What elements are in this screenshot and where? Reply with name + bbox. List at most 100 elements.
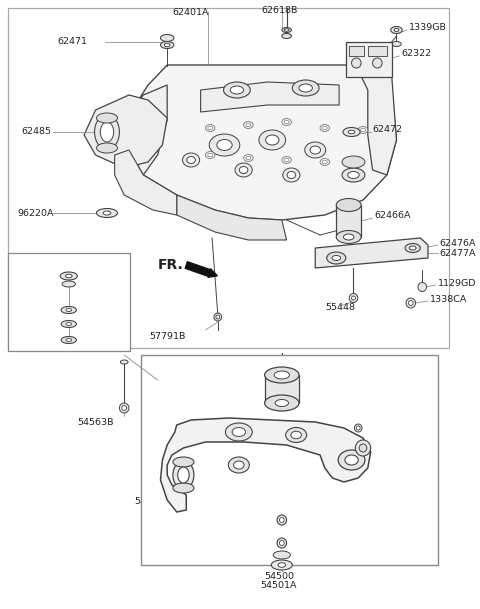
Ellipse shape: [96, 143, 118, 153]
Ellipse shape: [66, 309, 72, 311]
Ellipse shape: [208, 126, 213, 130]
Ellipse shape: [394, 29, 399, 32]
Ellipse shape: [164, 43, 170, 47]
Ellipse shape: [343, 234, 354, 240]
Ellipse shape: [205, 152, 215, 158]
Polygon shape: [160, 418, 371, 512]
Ellipse shape: [274, 371, 289, 379]
Ellipse shape: [182, 153, 200, 167]
Circle shape: [351, 58, 361, 68]
Ellipse shape: [235, 163, 252, 177]
Circle shape: [372, 58, 382, 68]
Circle shape: [359, 444, 367, 452]
Text: 54551D: 54551D: [134, 497, 171, 506]
Text: 62485: 62485: [21, 127, 51, 136]
Text: 54563B: 54563B: [77, 418, 114, 427]
Ellipse shape: [173, 483, 194, 493]
Ellipse shape: [234, 461, 244, 469]
Ellipse shape: [246, 157, 251, 160]
Text: 1339GB: 1339GB: [409, 24, 447, 32]
Text: 55448: 55448: [325, 303, 355, 312]
Ellipse shape: [291, 431, 301, 438]
Ellipse shape: [310, 146, 321, 154]
Text: 54501A: 54501A: [261, 581, 297, 590]
Ellipse shape: [271, 560, 292, 570]
Circle shape: [355, 440, 371, 456]
Ellipse shape: [240, 166, 248, 174]
Ellipse shape: [226, 423, 252, 441]
Ellipse shape: [342, 168, 365, 182]
Bar: [368, 46, 387, 56]
Ellipse shape: [320, 124, 330, 132]
Ellipse shape: [323, 126, 327, 130]
Ellipse shape: [228, 457, 249, 473]
Ellipse shape: [342, 156, 365, 168]
Ellipse shape: [284, 120, 289, 124]
Polygon shape: [201, 82, 339, 112]
Bar: [346, 42, 392, 77]
Text: 62401A: 62401A: [173, 8, 209, 17]
Ellipse shape: [232, 428, 245, 437]
Ellipse shape: [100, 122, 114, 142]
Polygon shape: [177, 195, 287, 240]
Ellipse shape: [120, 360, 128, 364]
Bar: [264, 375, 299, 403]
Text: 96220A: 96220A: [17, 208, 54, 217]
Ellipse shape: [336, 230, 361, 244]
Ellipse shape: [60, 272, 77, 280]
Text: 1129GD: 1129GD: [438, 278, 476, 287]
Circle shape: [214, 313, 222, 321]
Ellipse shape: [348, 130, 355, 134]
Ellipse shape: [96, 113, 118, 123]
Ellipse shape: [343, 127, 360, 136]
Ellipse shape: [323, 160, 327, 164]
Ellipse shape: [332, 256, 341, 261]
Ellipse shape: [391, 27, 402, 33]
Ellipse shape: [187, 157, 195, 163]
Circle shape: [406, 298, 416, 308]
Ellipse shape: [360, 128, 365, 132]
Ellipse shape: [246, 123, 251, 127]
Ellipse shape: [405, 244, 420, 253]
Ellipse shape: [278, 563, 286, 567]
Ellipse shape: [173, 457, 194, 467]
Polygon shape: [315, 238, 428, 268]
Ellipse shape: [283, 168, 300, 182]
Ellipse shape: [265, 135, 279, 145]
Circle shape: [120, 403, 129, 413]
Ellipse shape: [61, 320, 76, 328]
Circle shape: [354, 424, 362, 432]
Circle shape: [408, 300, 413, 306]
Ellipse shape: [292, 80, 319, 96]
Circle shape: [277, 538, 287, 548]
Text: 54553A: 54553A: [308, 527, 344, 537]
Circle shape: [349, 294, 358, 303]
Text: 62477A: 62477A: [440, 248, 476, 258]
Circle shape: [216, 315, 220, 319]
Ellipse shape: [358, 127, 368, 133]
Ellipse shape: [409, 246, 416, 250]
Bar: [142, 355, 438, 565]
Ellipse shape: [160, 35, 174, 41]
Text: (-130304): (-130304): [13, 256, 56, 264]
Ellipse shape: [160, 41, 174, 49]
Ellipse shape: [224, 82, 250, 98]
Text: 57791B: 57791B: [149, 332, 185, 341]
Ellipse shape: [348, 172, 359, 178]
Text: 62322: 62322: [401, 49, 432, 58]
Ellipse shape: [62, 281, 75, 287]
Bar: [8, 253, 130, 351]
Ellipse shape: [209, 134, 240, 156]
Circle shape: [356, 426, 360, 430]
Text: 54514: 54514: [27, 286, 57, 295]
Text: 62472: 62472: [372, 125, 403, 135]
Ellipse shape: [103, 211, 111, 215]
Bar: [336, 205, 361, 237]
Circle shape: [351, 296, 355, 300]
Text: 62471: 62471: [57, 38, 87, 46]
Circle shape: [279, 518, 284, 523]
Ellipse shape: [282, 27, 291, 32]
Ellipse shape: [259, 130, 286, 150]
Ellipse shape: [230, 86, 244, 94]
Ellipse shape: [264, 367, 299, 383]
